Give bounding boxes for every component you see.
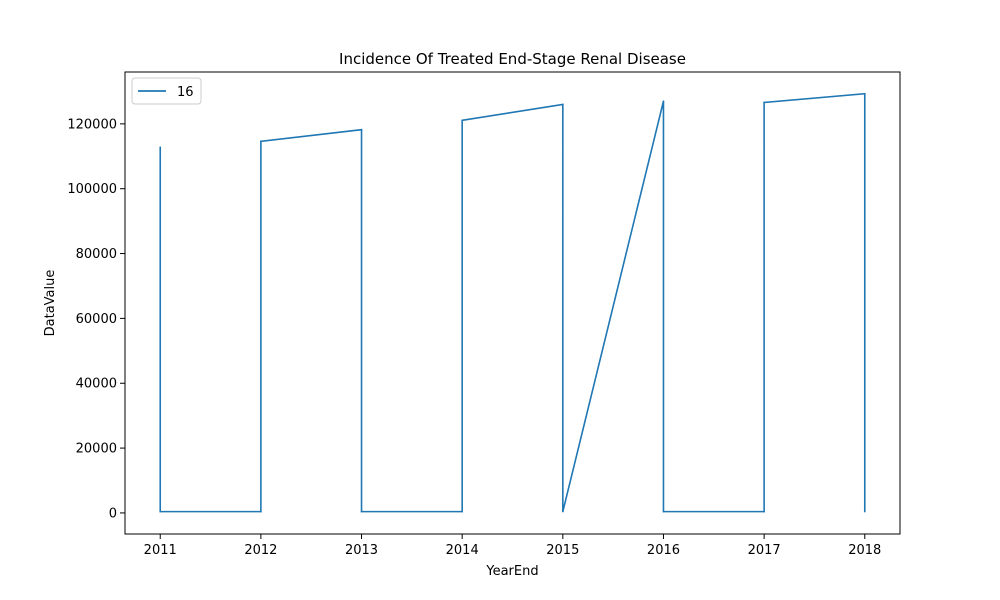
y-tick-label: 0: [109, 506, 117, 521]
data-point: [461, 119, 463, 122]
y-axis: 0 20000 40000 60000 80000 100000 120000: [67, 117, 125, 521]
x-tick-label: 2012: [244, 543, 277, 558]
data-point: [360, 128, 363, 131]
data-point: [662, 100, 665, 102]
series-layer: [159, 92, 866, 513]
series-line-0: [159, 92, 866, 513]
x-tick-label: 2011: [144, 543, 177, 558]
chart-title: Incidence Of Treated End-Stage Renal Dis…: [339, 50, 686, 68]
y-tick-label: 20000: [76, 442, 117, 457]
plot-area-frame: [124, 71, 901, 535]
data-point: [360, 510, 363, 513]
y-tick-label: 100000: [67, 182, 117, 197]
legend-label: 16: [177, 85, 194, 100]
legend: 16: [131, 77, 202, 105]
data-point: [260, 510, 262, 513]
y-axis-title: DataValue: [43, 270, 58, 337]
data-point: [763, 510, 765, 513]
x-tick-label: 2014: [446, 543, 479, 558]
x-axis-title: YearEnd: [485, 564, 538, 579]
data-point: [159, 146, 162, 149]
x-tick-label: 2017: [748, 543, 781, 558]
data-point: [863, 92, 866, 95]
x-tick-label: 2016: [647, 543, 680, 558]
data-point: [461, 510, 463, 513]
x-axis: 2011 2012 2013 2014 2015 2016 2017 2018: [144, 534, 881, 558]
data-point: [763, 101, 765, 104]
y-tick-label: 80000: [76, 247, 117, 262]
data-point: [260, 140, 262, 143]
x-tick-label: 2013: [345, 543, 378, 558]
x-tick-label: 2015: [546, 543, 579, 558]
y-tick-label: 120000: [67, 117, 117, 132]
data-point: [159, 510, 162, 513]
y-tick-label: 40000: [76, 377, 117, 392]
data-point: [562, 103, 564, 106]
data-point: [662, 510, 665, 513]
x-tick-label: 2018: [848, 543, 881, 558]
legend-box: [131, 77, 202, 105]
y-tick-label: 60000: [76, 312, 117, 327]
data-point: [562, 510, 564, 513]
data-point: [863, 510, 866, 513]
